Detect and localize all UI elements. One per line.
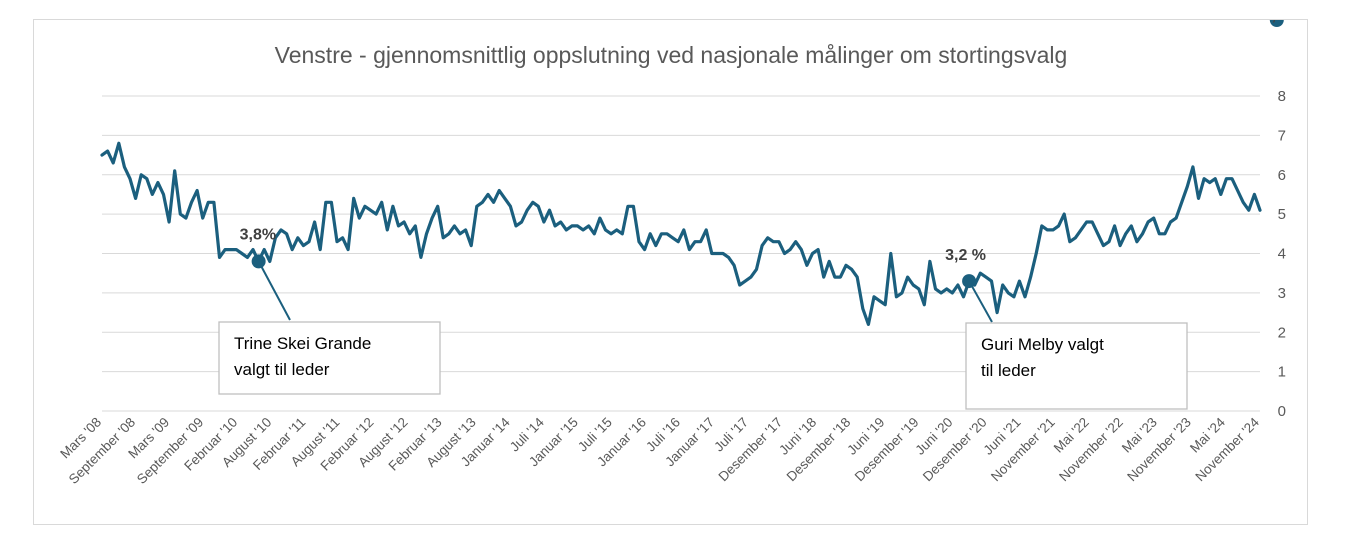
y-tick-label: 3 (1278, 285, 1286, 302)
chart-frame: Venstre - gjennomsnittlig oppslutning ve… (33, 19, 1308, 525)
y-tick-label: 2 (1278, 324, 1286, 341)
callout-line (968, 280, 993, 323)
data-label: 3,8% (240, 226, 276, 243)
y-tick-label: 6 (1278, 167, 1286, 184)
annotation-marker (251, 254, 266, 269)
series-polyline (100, 141, 1262, 326)
y-axis-ticks: 0 1 2 3 4 5 6 7 8 (1278, 88, 1286, 420)
annotation-marker (1269, 20, 1284, 27)
callout-text: Trine Skei Grande valgt til leder (234, 334, 371, 379)
series-line (100, 141, 1262, 326)
y-tick-label: 1 (1278, 364, 1286, 381)
y-tick-label: 8 (1278, 88, 1286, 105)
callout-text: Guri Melby valgt til leder (981, 335, 1104, 380)
data-label: 3,2 % (945, 247, 986, 264)
callout-box (218, 321, 441, 395)
line-chart: Venstre - gjennomsnittlig oppslutning ve… (57, 20, 1299, 487)
y-tick-label: 5 (1278, 206, 1286, 223)
callout-line (257, 260, 291, 321)
y-tick-label: 7 (1278, 127, 1286, 144)
data-label: 5,1% (1263, 20, 1299, 24)
annotations: 3,8% Trine Skei Grande valgt til leder 3,2 … (218, 20, 1299, 410)
y-tick-label: 0 (1278, 403, 1286, 420)
callout-box (965, 322, 1188, 410)
y-tick-label: 4 (1278, 246, 1286, 263)
annotation-marker (962, 274, 977, 289)
chart-title: Venstre - gjennomsnittlig oppslutning ve… (275, 42, 1068, 68)
